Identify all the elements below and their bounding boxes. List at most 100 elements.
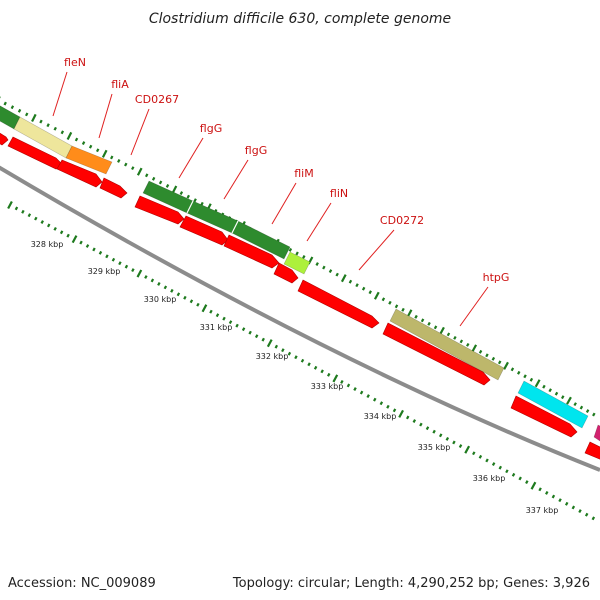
- tick-mark: [406, 309, 413, 318]
- tick-mark: [288, 247, 293, 252]
- tick-mark: [340, 380, 344, 384]
- genome-summary-text: Topology: circular; Length: 4,290,252 bp…: [232, 576, 590, 591]
- tick-mark: [538, 487, 542, 492]
- tick-mark: [478, 349, 483, 354]
- tick-mark: [579, 405, 584, 410]
- gene-label-leader-lines: [52, 71, 489, 327]
- cog-feature: [283, 251, 311, 275]
- tick-mark: [503, 361, 509, 370]
- tick-mark: [458, 444, 463, 448]
- tick-mark: [414, 314, 418, 319]
- tick-mark: [510, 367, 515, 372]
- tick-mark: [405, 415, 410, 420]
- tick-mark: [548, 388, 552, 393]
- tick-mark: [34, 216, 38, 221]
- tick-mark: [302, 255, 306, 259]
- tick-mark: [7, 200, 13, 210]
- tick-mark: [151, 176, 156, 181]
- tick-mark: [432, 429, 436, 434]
- tick-mark: [158, 180, 163, 185]
- tick-mark: [573, 402, 577, 407]
- tick-mark: [388, 300, 392, 305]
- tick-mark: [215, 313, 220, 318]
- tick-mark: [131, 166, 135, 171]
- tick-mark: [196, 302, 200, 307]
- tick-mark: [66, 131, 73, 140]
- gene-label: fliN: [330, 187, 348, 200]
- tick-mark: [176, 292, 181, 297]
- kbp-label: 336 kbp: [473, 474, 506, 483]
- tick-mark: [353, 387, 357, 391]
- tick-mark: [17, 108, 22, 113]
- tick-mark: [368, 290, 372, 295]
- leader-line: [271, 182, 297, 225]
- tick-mark: [27, 213, 32, 218]
- leader-line: [459, 286, 489, 327]
- tick-mark: [419, 422, 423, 427]
- inner-tick-marks: [7, 200, 596, 521]
- accession-text: Accession: NC_009089: [8, 576, 156, 591]
- tick-mark: [235, 323, 239, 328]
- tick-mark: [261, 337, 265, 342]
- tick-mark: [111, 257, 116, 262]
- tick-mark: [560, 395, 565, 400]
- map-title: Clostridium difficile 630, complete geno…: [149, 11, 451, 27]
- tick-mark: [85, 244, 90, 248]
- tick-mark: [373, 397, 377, 402]
- tick-mark: [518, 476, 522, 481]
- tick-mark: [585, 409, 590, 413]
- tick-mark: [412, 419, 417, 423]
- tick-mark: [558, 498, 562, 503]
- cds-arrow: [510, 395, 578, 438]
- tick-mark: [59, 230, 64, 235]
- tick-mark: [124, 264, 129, 269]
- tick-mark: [340, 274, 347, 283]
- tick-mark: [516, 370, 521, 375]
- tick-mark: [445, 436, 450, 441]
- tick-mark: [131, 268, 135, 273]
- tick-mark: [394, 304, 399, 309]
- tick-mark: [193, 198, 197, 203]
- tick-mark: [578, 509, 582, 514]
- cds-arrow: [297, 279, 380, 329]
- gene-label: fliA: [111, 78, 129, 91]
- tick-mark: [433, 325, 438, 330]
- tick-mark: [525, 480, 529, 485]
- tick-mark: [74, 137, 79, 142]
- tick-mark: [328, 269, 333, 274]
- tick-mark: [505, 469, 509, 474]
- gene-label: htpG: [483, 271, 510, 284]
- cds-arrow: [273, 262, 299, 284]
- cog-feature: [389, 308, 505, 381]
- tick-mark: [53, 226, 57, 231]
- tick-mark: [425, 426, 430, 431]
- tick-mark: [10, 105, 15, 110]
- cds-arrow: [134, 195, 185, 225]
- tick-mark: [392, 408, 397, 413]
- tick-mark: [266, 339, 273, 348]
- kbp-label: 328 kbp: [31, 240, 64, 249]
- tick-mark: [110, 155, 114, 160]
- tick-mark: [313, 365, 318, 370]
- leader-line: [130, 108, 150, 156]
- tick-mark: [274, 344, 279, 349]
- tick-mark: [46, 223, 51, 228]
- tick-mark: [564, 501, 569, 506]
- tick-mark: [366, 394, 370, 399]
- kbp-label: 337 kbp: [526, 506, 559, 515]
- tick-mark: [554, 391, 559, 396]
- tick-mark: [459, 339, 464, 344]
- tick-mark: [438, 433, 443, 438]
- tick-mark: [373, 291, 380, 300]
- gene-label: flgG: [200, 122, 222, 135]
- tick-mark: [200, 201, 204, 206]
- tick-mark: [485, 458, 489, 463]
- tick-mark: [571, 505, 576, 510]
- tick-mark: [81, 141, 86, 146]
- tick-mark: [491, 356, 496, 361]
- cds-arrow: [584, 441, 600, 460]
- tick-mark: [584, 512, 589, 517]
- cds-arrow: [382, 322, 491, 386]
- tick-mark: [471, 344, 478, 353]
